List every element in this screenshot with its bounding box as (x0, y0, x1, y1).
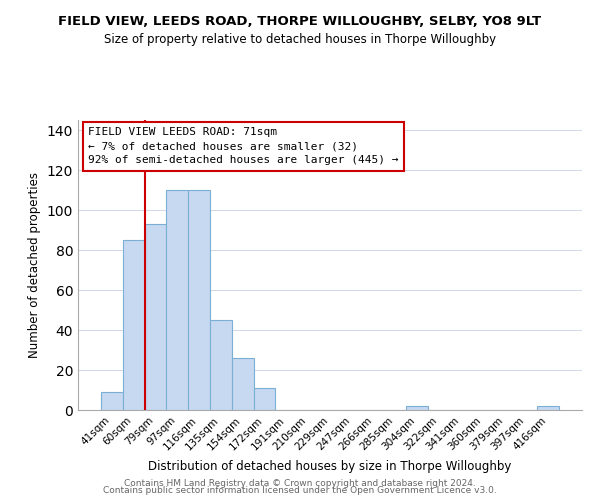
Bar (188, 190, 210, 410)
X-axis label: Distribution of detached houses by size in Thorpe Willoughby: Distribution of detached houses by size … (148, 460, 512, 473)
Bar (254, 388, 275, 410)
Text: Contains public sector information licensed under the Open Government Licence v3: Contains public sector information licen… (103, 486, 497, 495)
Text: FIELD VIEW, LEEDS ROAD, THORPE WILLOUGHBY, SELBY, YO8 9LT: FIELD VIEW, LEEDS ROAD, THORPE WILLOUGHB… (58, 15, 542, 28)
Text: FIELD VIEW LEEDS ROAD: 71sqm
← 7% of detached houses are smaller (32)
92% of sem: FIELD VIEW LEEDS ROAD: 71sqm ← 7% of det… (88, 127, 398, 165)
Bar (101, 392, 123, 410)
Bar (145, 224, 166, 410)
Bar (210, 320, 232, 410)
Bar (537, 406, 559, 410)
Bar (406, 406, 428, 410)
Text: Contains HM Land Registry data © Crown copyright and database right 2024.: Contains HM Land Registry data © Crown c… (124, 478, 476, 488)
Text: Size of property relative to detached houses in Thorpe Willoughby: Size of property relative to detached ho… (104, 32, 496, 46)
Bar (166, 190, 188, 410)
Y-axis label: Number of detached properties: Number of detached properties (28, 172, 41, 358)
Bar (123, 240, 145, 410)
Bar (232, 358, 254, 410)
